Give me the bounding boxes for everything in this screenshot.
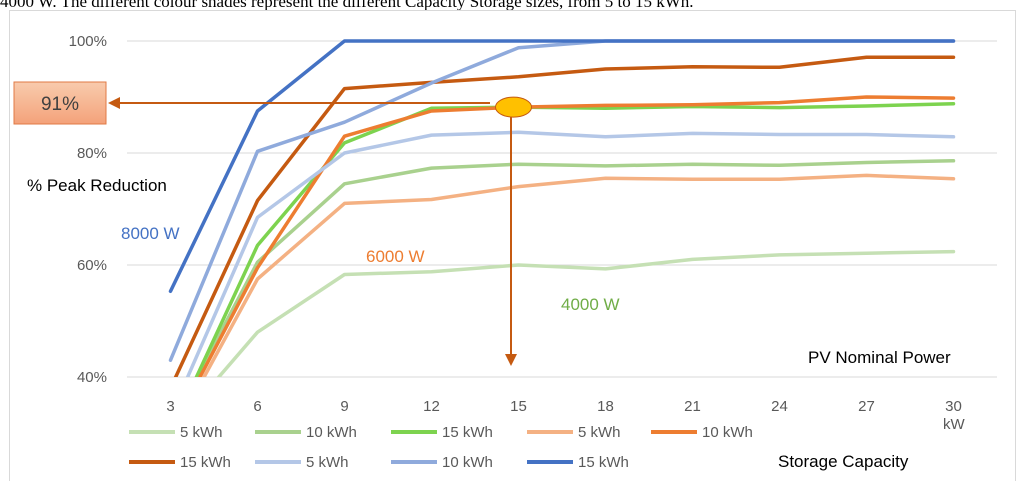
- legend-entry: 5 kWh: [578, 424, 621, 441]
- x-tick-label: 15: [510, 398, 527, 415]
- series-line-8000w-15kwh: [168, 39, 956, 294]
- group-label-4000: 4000 W: [561, 295, 620, 314]
- x-tick-label: 21: [684, 398, 701, 415]
- vertical-arrowhead: [505, 354, 517, 366]
- legend: 5 kWh 10 kWh 15 kWh 5 kWh 10 kWh 15 kWh 5 kWh 1…: [129, 424, 753, 471]
- legend-entry: 5 kWh: [180, 424, 223, 441]
- value-box: [13, 81, 107, 125]
- operating-point-marker: [495, 96, 532, 118]
- y-tick-label: 40%: [77, 369, 107, 386]
- series-line-4000w-5kwh: [216, 249, 956, 377]
- legend-entry: 10 kWh: [306, 424, 357, 441]
- x-tick-label: 9: [340, 398, 348, 415]
- figure-caption: 4000 W. The different colour shades repr…: [0, 0, 694, 11]
- legend-entry: 15 kWh: [442, 424, 493, 441]
- y-tick-labels: 40% 60% 80% 100%: [69, 33, 107, 386]
- x-unit-label: kW: [943, 416, 966, 433]
- x-tick-label: 24: [771, 398, 788, 415]
- x-axis-label: PV Nominal Power: [808, 348, 951, 367]
- x-tick-label: 27: [858, 398, 875, 415]
- legend-entry: 10 kWh: [442, 454, 493, 471]
- series-line-6000w-15kwh: [173, 55, 956, 377]
- y-axis-label: % Peak Reduction: [27, 176, 167, 195]
- series-line-6000w-10kwh: [198, 95, 956, 377]
- series-line-8000w-5kwh: [185, 130, 956, 377]
- y-tick-label: 80%: [77, 145, 107, 162]
- series-line-6000w-5kwh: [202, 173, 956, 377]
- x-tick-label: 18: [597, 398, 614, 415]
- legend-entry: 5 kWh: [306, 454, 349, 471]
- x-tick-labels: 3 6 9 12 15 18 21 24 27 30: [166, 398, 962, 415]
- x-tick-label: 12: [423, 398, 440, 415]
- chart-frame: [9, 10, 1016, 481]
- x-tick-label: 30: [945, 398, 962, 415]
- y-tick-label: 60%: [77, 257, 107, 274]
- x-tick-label: 3: [166, 398, 174, 415]
- legend-entry: 10 kWh: [702, 424, 753, 441]
- x-tick-label: 6: [253, 398, 261, 415]
- series-line-4000w-10kwh: [195, 159, 956, 377]
- group-label-8000: 8000 W: [121, 224, 180, 243]
- y-tick-label: 100%: [69, 33, 107, 50]
- legend-title: Storage Capacity: [778, 452, 909, 471]
- value-box-label: 91%: [41, 94, 79, 115]
- gridlines: [127, 40, 997, 378]
- horizontal-arrowhead: [108, 97, 120, 109]
- group-label-6000: 6000 W: [366, 247, 425, 266]
- legend-entry: 15 kWh: [180, 454, 231, 471]
- legend-entry: 15 kWh: [578, 454, 629, 471]
- series-lines: [168, 39, 956, 377]
